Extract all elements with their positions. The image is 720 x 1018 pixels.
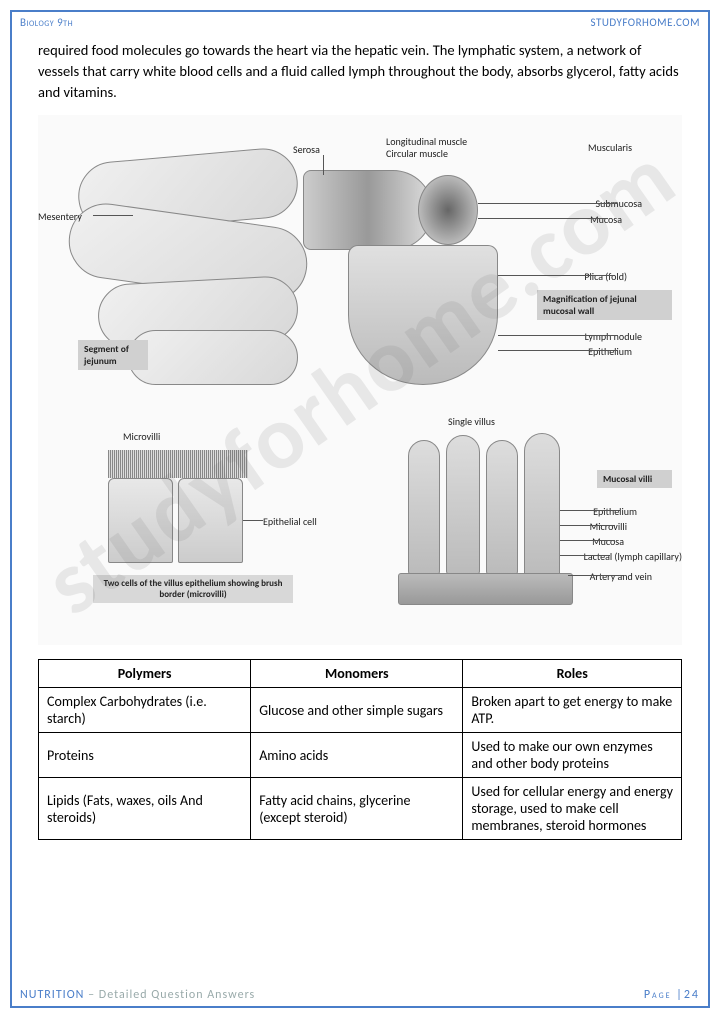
cell: Lipids (Fats, waxes, oils And steroids)	[39, 778, 251, 840]
villus	[524, 433, 560, 578]
label-single-villus: Single villus	[448, 415, 495, 428]
footer-topic: NUTRITION	[20, 988, 84, 1002]
label-microvilli2: Microvilli	[590, 520, 627, 533]
leader-line	[560, 540, 615, 541]
page-footer: NUTRITION – Detailed Question Answers Pa…	[20, 988, 700, 1002]
leader-line	[560, 510, 620, 511]
intestine-shape	[128, 330, 298, 385]
label-microvilli: Microvilli	[123, 430, 160, 443]
footer-left: NUTRITION – Detailed Question Answers	[20, 988, 255, 1002]
leader-line	[498, 275, 613, 276]
leader-line	[478, 203, 618, 204]
cell: Fatty acid chains, glycerine (except ste…	[251, 778, 463, 840]
cell: Complex Carbohydrates (i.e. starch)	[39, 688, 251, 733]
label-lymph-nodule: Lymph nodule	[585, 330, 642, 343]
th-polymers: Polymers	[39, 660, 251, 688]
table-row: Complex Carbohydrates (i.e. starch) Gluc…	[39, 688, 682, 733]
cell: Broken apart to get energy to make ATP.	[463, 688, 682, 733]
epithelial-cell	[178, 478, 243, 563]
villus	[486, 440, 518, 575]
label-plica: Plica (fold)	[584, 270, 627, 283]
label-segment: Segment of jejunum	[78, 340, 148, 370]
page-number: 24	[684, 988, 700, 1002]
header-left: Biology 9th	[20, 16, 73, 29]
label-artery-vein: Artery and vein	[590, 570, 652, 583]
th-monomers: Monomers	[251, 660, 463, 688]
label-epithelial-cell: Epithelial cell	[263, 515, 317, 528]
label-lacteal: Lacteal (lymph capillary)	[584, 550, 682, 563]
cross-section	[303, 170, 433, 250]
tube-opening	[418, 175, 478, 245]
label-muscularis: Muscularis	[588, 141, 632, 154]
footer-subtitle: – Detailed Question Answers	[84, 988, 255, 1002]
villi-base	[398, 573, 573, 605]
leader-line	[498, 350, 618, 351]
leader-line	[93, 215, 133, 216]
leader-line	[323, 155, 324, 175]
cell: Amino acids	[251, 733, 463, 778]
leader-line	[560, 525, 615, 526]
microvilli-brush	[108, 450, 248, 478]
label-mesentery: Mesentery	[38, 210, 82, 223]
content-area: required food molecules go towards the h…	[38, 40, 682, 840]
label-serosa: Serosa	[293, 143, 320, 156]
label-mucosa2: Mucosa	[592, 535, 624, 548]
header-right: STUDYFORHOME.COM	[591, 16, 700, 29]
table-row: Proteins Amino acids Used to make our ow…	[39, 733, 682, 778]
leader-line	[243, 520, 263, 521]
label-mucosa: Mucosa	[590, 213, 622, 226]
footer-page: Page |24	[644, 988, 700, 1002]
intro-paragraph: required food molecules go towards the h…	[38, 40, 682, 103]
cell: Used for cellular energy and energy stor…	[463, 778, 682, 840]
villus	[446, 435, 480, 575]
leader-line	[560, 555, 610, 556]
label-epithelium: Epithelium	[588, 345, 632, 358]
epithelial-cell	[108, 478, 173, 563]
leader-line	[478, 218, 608, 219]
table-header-row: Polymers Monomers Roles	[39, 660, 682, 688]
table-row: Lipids (Fats, waxes, oils And steroids) …	[39, 778, 682, 840]
polymers-table: Polymers Monomers Roles Complex Carbohyd…	[38, 659, 682, 840]
label-magnification: Magnification of jejunal mucosal wall	[537, 290, 672, 320]
plica-fold	[348, 245, 498, 385]
leader-line	[498, 335, 618, 336]
anatomy-diagram: Mesentery Serosa Longitudinal muscle Cir…	[38, 115, 682, 645]
label-mucosal-villi: Mucosal villi	[597, 470, 672, 488]
caption-two-cells: Two cells of the villus epithelium showi…	[93, 575, 293, 603]
page-label: Page |	[644, 988, 684, 1002]
th-roles: Roles	[463, 660, 682, 688]
label-epithelium2: Epithelium	[593, 505, 637, 518]
villus	[408, 440, 440, 575]
label-circular: Circular muscle	[386, 147, 448, 160]
cell: Glucose and other simple sugars	[251, 688, 463, 733]
leader-line	[568, 575, 623, 576]
cell: Used to make our own enzymes and other b…	[463, 733, 682, 778]
page-header: Biology 9th STUDYFORHOME.COM	[20, 16, 700, 29]
cell: Proteins	[39, 733, 251, 778]
